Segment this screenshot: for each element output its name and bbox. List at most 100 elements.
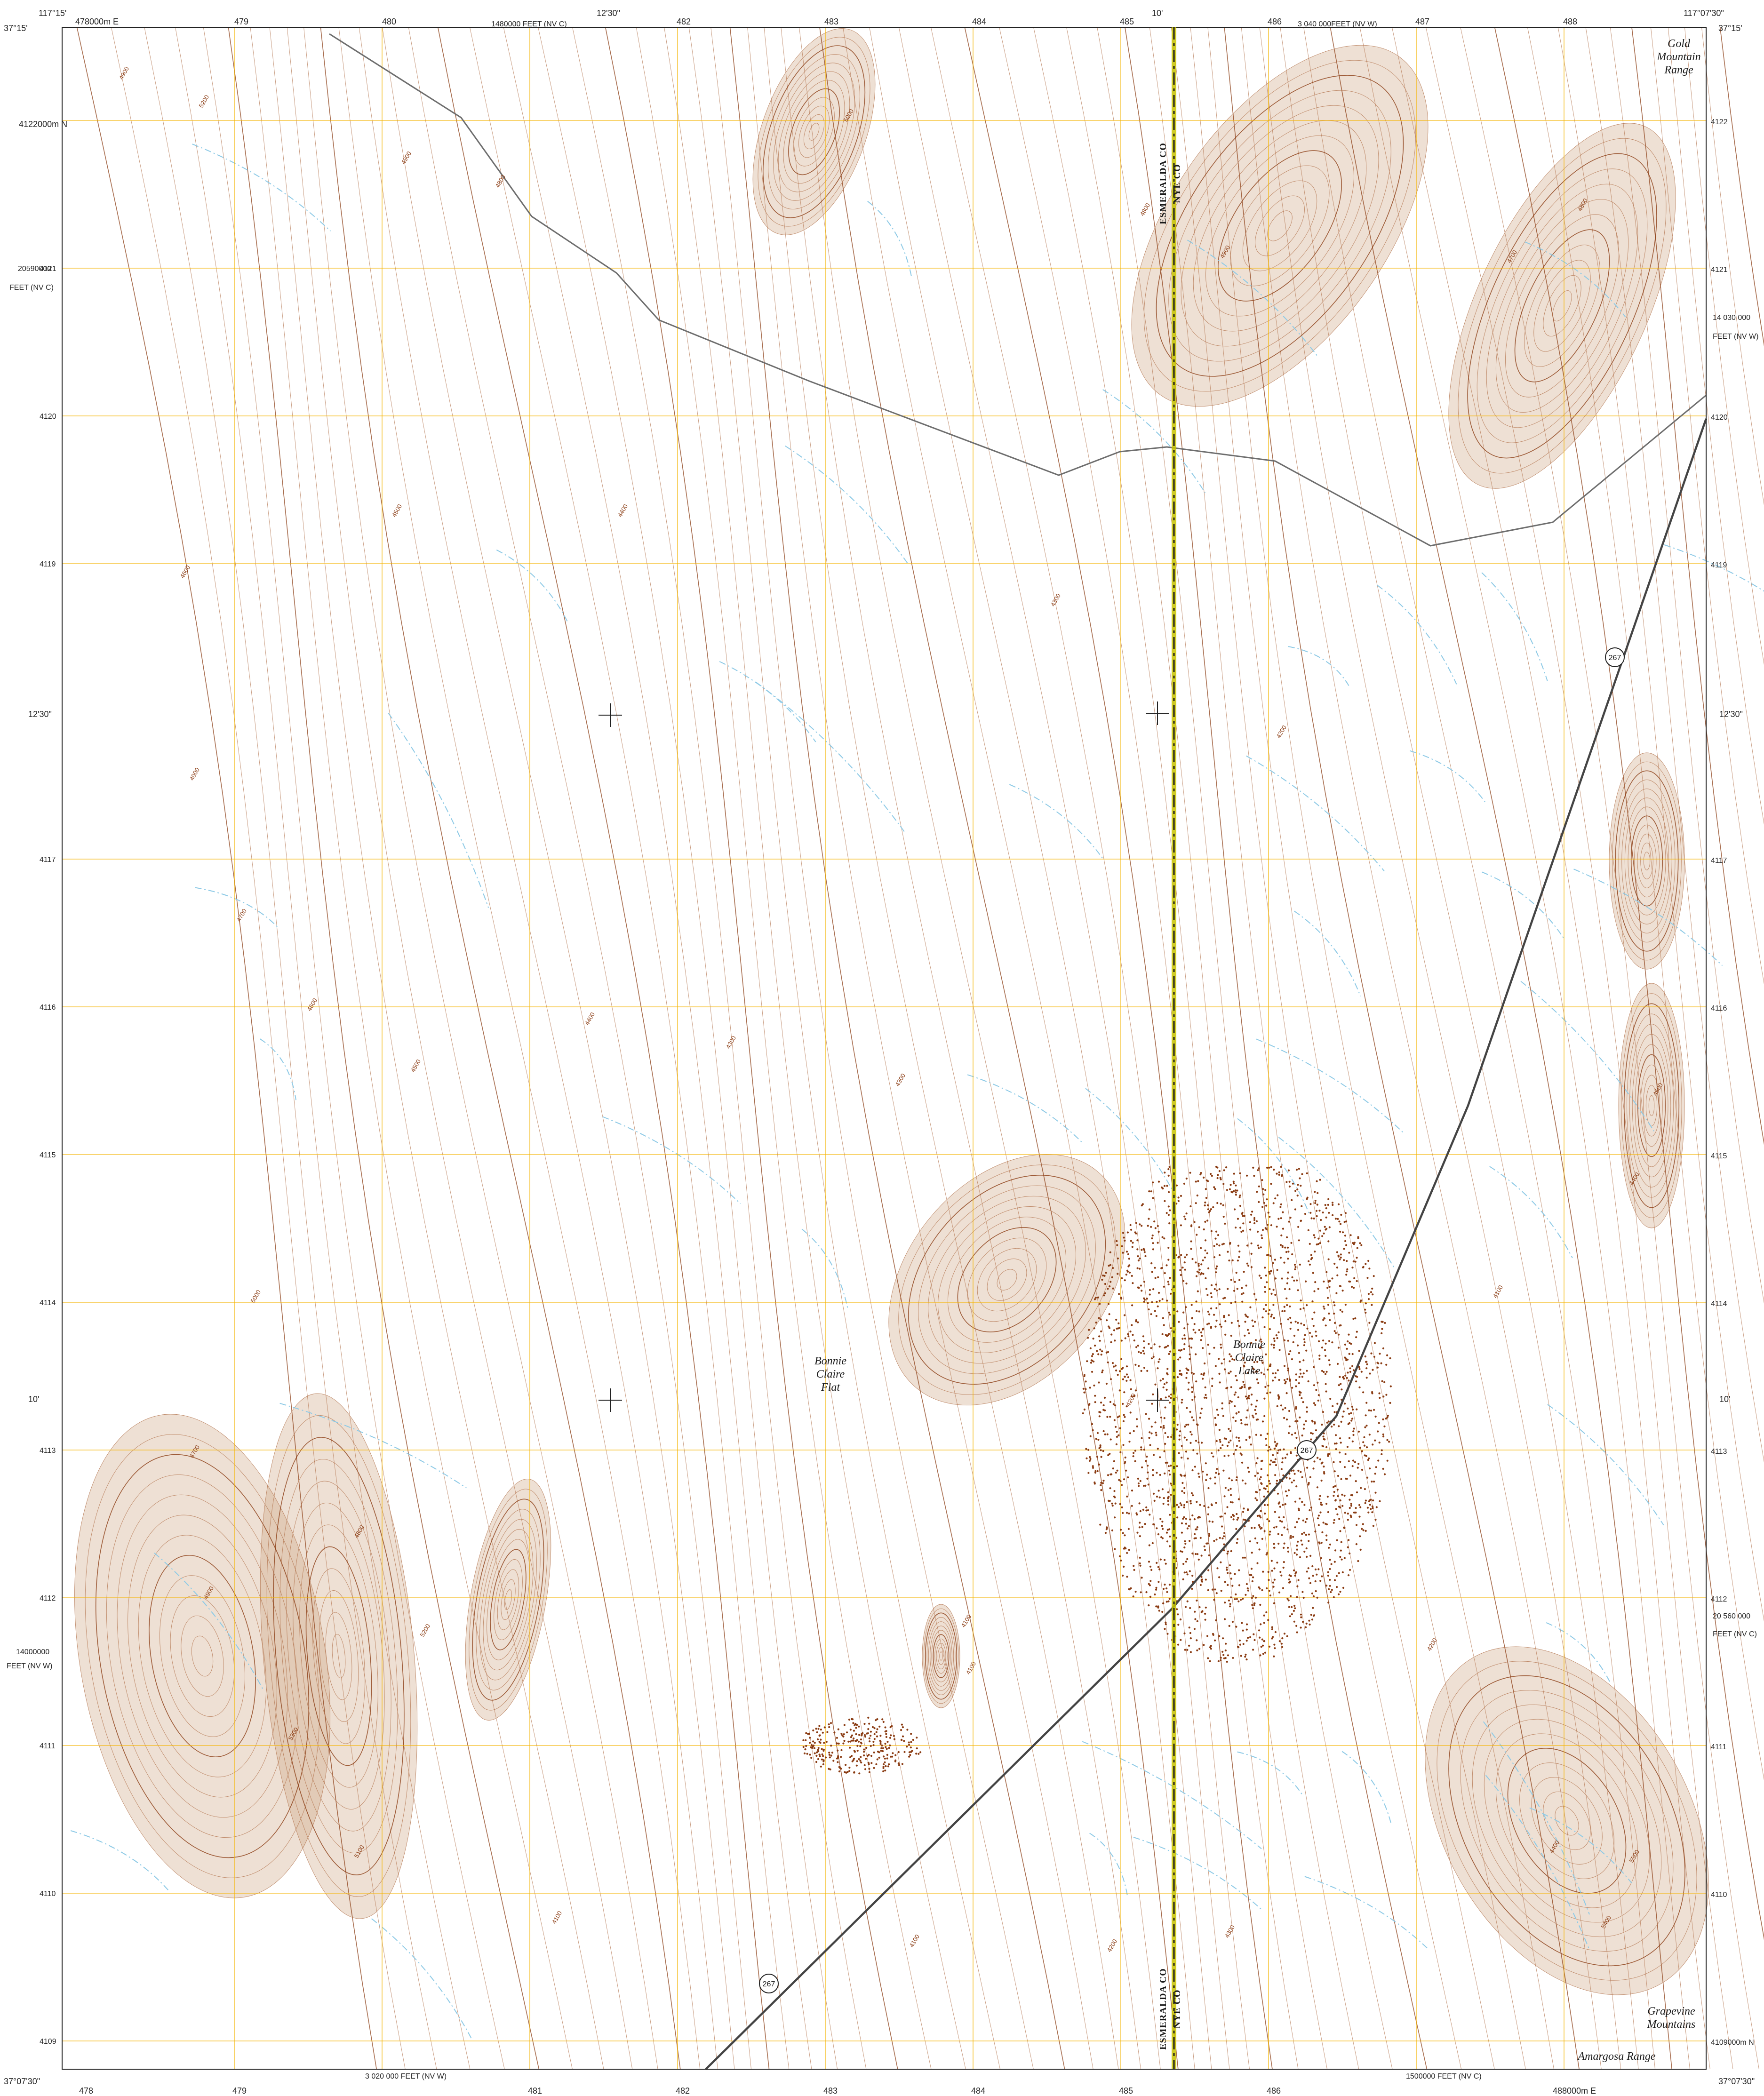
lake-dot — [1320, 1501, 1322, 1504]
lake-dot — [1103, 1396, 1106, 1399]
lake-dot — [1229, 1572, 1232, 1575]
lake-dot — [1102, 1430, 1105, 1432]
lake-dot — [1155, 1432, 1157, 1434]
playa-dot — [893, 1738, 896, 1740]
lake-dot — [1210, 1296, 1213, 1298]
lake-dot — [1240, 1422, 1243, 1425]
lake-dot — [1317, 1237, 1320, 1240]
playa-dot — [885, 1746, 887, 1748]
lake-dot — [1249, 1306, 1252, 1308]
lake-dot — [1351, 1405, 1353, 1408]
lake-dot — [1120, 1358, 1123, 1360]
corner-top-left-latitude: 37°15' — [4, 24, 28, 33]
place-label-line: Bonnie — [1233, 1339, 1265, 1351]
lake-dot — [1257, 1230, 1259, 1233]
lake-dot — [1293, 1264, 1296, 1266]
lake-dot — [1141, 1204, 1143, 1207]
lake-dot — [1136, 1267, 1139, 1269]
lake-dot — [1155, 1434, 1157, 1436]
lake-dot — [1288, 1353, 1290, 1355]
lake-dot — [1229, 1501, 1232, 1503]
lake-dot — [1348, 1379, 1350, 1382]
lake-dot — [1246, 1244, 1249, 1247]
lake-dot — [1214, 1639, 1216, 1642]
lake-dot — [1371, 1511, 1373, 1514]
lake-dot — [1131, 1324, 1133, 1326]
lake-dot — [1264, 1189, 1267, 1191]
lake-dot — [1216, 1567, 1219, 1570]
lake-dot — [1350, 1505, 1352, 1507]
lake-dot — [1235, 1194, 1237, 1196]
lake-dot — [1237, 1411, 1240, 1413]
lake-dot — [1296, 1545, 1298, 1547]
top-nvw-feet: 3 040 000FEET (NV W) — [1298, 20, 1377, 28]
lake-dot — [1329, 1398, 1332, 1400]
lake-dot — [1319, 1495, 1321, 1497]
lake-dot — [1190, 1492, 1193, 1494]
lake-dot — [1259, 1489, 1261, 1491]
lake-dot — [1308, 1260, 1310, 1262]
lake-dot — [1185, 1306, 1187, 1308]
lake-dot — [1196, 1639, 1198, 1642]
left-minute-12-30: 12'30" — [28, 709, 52, 719]
stream — [1304, 1876, 1429, 1950]
lake-dot — [1139, 1223, 1141, 1226]
lake-dot — [1105, 1382, 1108, 1385]
playa-dot — [802, 1746, 805, 1748]
relief-shade — [260, 1393, 417, 1919]
lake-dot — [1205, 1197, 1207, 1199]
lake-dot — [1122, 1367, 1124, 1369]
lake-dot — [1097, 1353, 1100, 1355]
lake-dot — [1239, 1172, 1241, 1174]
contour-line — [503, 27, 812, 2070]
lake-dot — [1164, 1347, 1166, 1349]
stream — [195, 887, 279, 929]
lake-dot — [1312, 1575, 1314, 1577]
lake-dot — [1240, 1599, 1242, 1601]
contour-ring — [1618, 983, 1685, 1228]
lake-dot — [1260, 1346, 1262, 1348]
lake-dot — [1109, 1251, 1111, 1253]
lake-dot — [1167, 1496, 1169, 1498]
lake-dot — [1372, 1369, 1374, 1371]
lake-dot — [1261, 1362, 1264, 1364]
lake-dot — [1134, 1450, 1136, 1452]
lake-dot — [1190, 1248, 1192, 1250]
playa-dot — [809, 1742, 811, 1744]
lake-dot — [1181, 1374, 1183, 1376]
lake-dot — [1285, 1251, 1288, 1253]
lake-dot — [1351, 1465, 1354, 1467]
lake-dot — [1256, 1399, 1258, 1402]
lake-dot — [1131, 1304, 1133, 1307]
lake-dot — [1149, 1584, 1151, 1586]
lake-dot — [1327, 1240, 1330, 1243]
lake-dot — [1263, 1495, 1265, 1498]
neatline — [62, 27, 1707, 2070]
lake-dot — [1122, 1420, 1125, 1422]
lake-dot — [1247, 1396, 1249, 1399]
lake-dot — [1293, 1552, 1296, 1554]
playa-dot — [884, 1730, 886, 1733]
lake-dot — [1189, 1411, 1191, 1413]
lake-dot — [1317, 1517, 1319, 1520]
lake-dot — [1130, 1388, 1132, 1390]
lake-dot — [1289, 1328, 1292, 1330]
lake-dot — [1298, 1352, 1300, 1354]
lake-dot — [1244, 1314, 1246, 1316]
lake-dot — [1264, 1488, 1267, 1490]
lake-dot — [1208, 1313, 1211, 1315]
playa-dot — [853, 1729, 855, 1732]
lake-dot — [1168, 1395, 1170, 1398]
playa-dot — [837, 1749, 839, 1752]
playa-dot — [814, 1742, 816, 1744]
lake-dot — [1118, 1293, 1120, 1295]
contour-line — [1701, 27, 1764, 506]
playa-dot — [858, 1725, 860, 1728]
contour-ring — [1643, 1075, 1660, 1137]
lake-dot — [1382, 1418, 1384, 1420]
lake-dot — [1357, 1236, 1359, 1238]
lake-dot — [1183, 1546, 1186, 1549]
lake-dot — [1242, 1215, 1244, 1217]
lake-dot — [1152, 1469, 1154, 1471]
lake-dot — [1258, 1167, 1260, 1170]
